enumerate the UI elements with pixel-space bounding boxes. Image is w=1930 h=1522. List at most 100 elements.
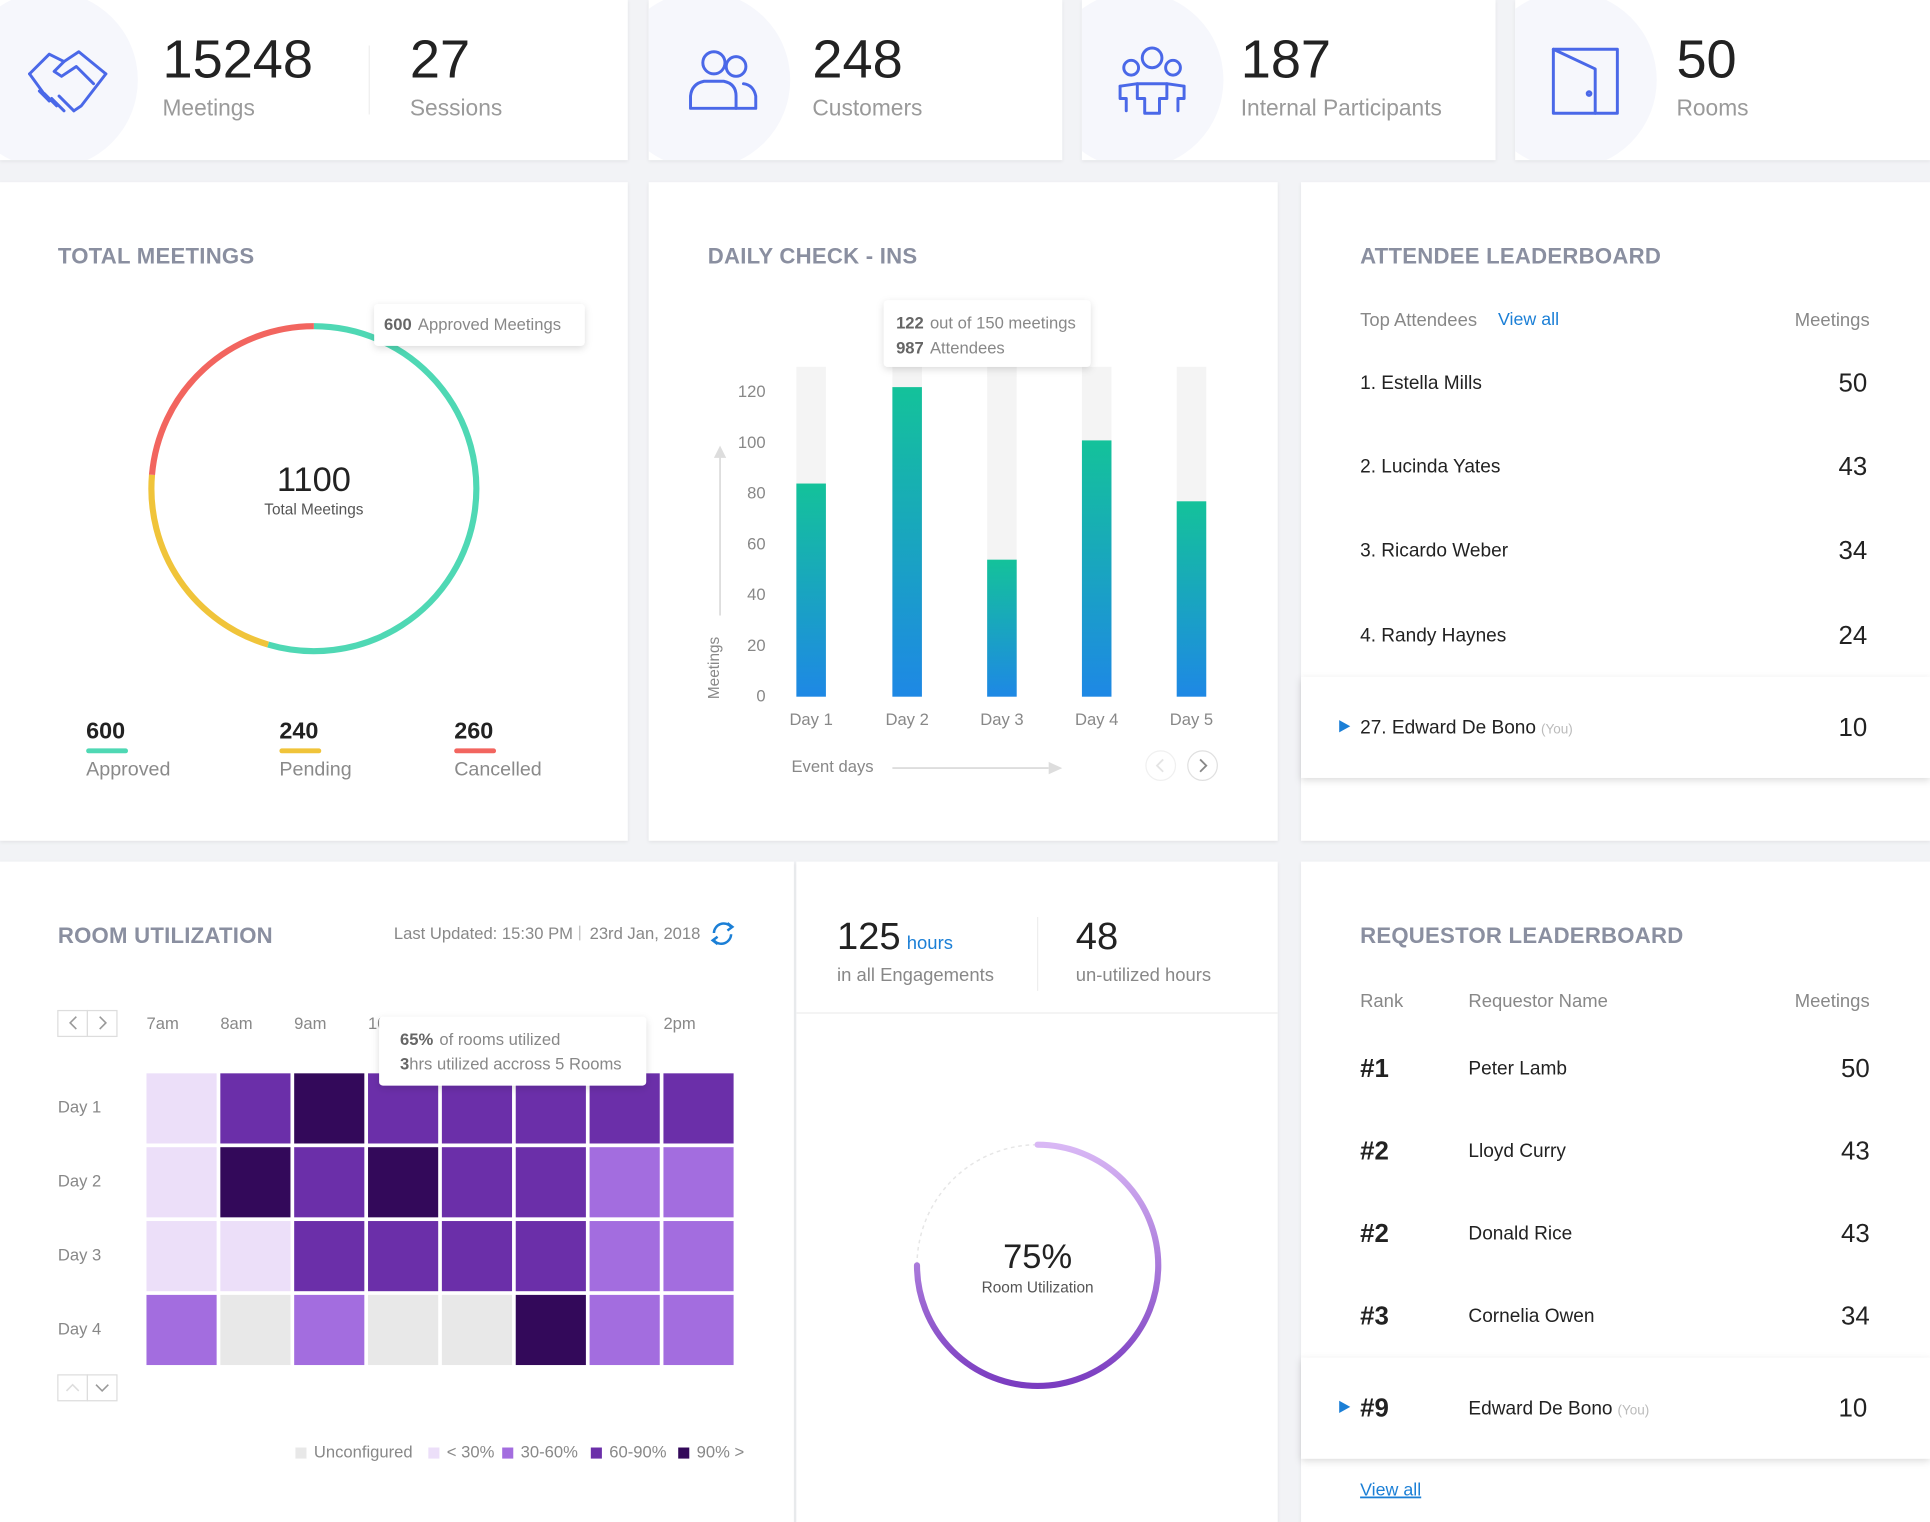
x-tick-label: Day 3: [980, 710, 1023, 729]
legend-value: 600: [86, 718, 125, 744]
y-tick-label: 0: [756, 687, 765, 706]
tooltip-text-part: 65%: [400, 1030, 433, 1049]
legend-label: < 30%: [447, 1442, 495, 1461]
heat-cell: [589, 1147, 660, 1218]
unconfigured-cell: [441, 1294, 513, 1366]
gauge-label: Room Utilization: [982, 1279, 1094, 1296]
requestor-meetings: 43: [1841, 1137, 1870, 1165]
requestor-name: Cornelia Owen: [1468, 1306, 1594, 1327]
stat-value: 187: [1241, 30, 1331, 90]
hours-value-part: hours: [907, 932, 953, 953]
column-header: Requestor Name: [1468, 990, 1608, 1011]
chart-title: DAILY CHECK - INS: [708, 243, 918, 268]
card-title: REQUESTOR LEADERBOARD: [1360, 923, 1683, 948]
gauge-value: 75%: [1003, 1238, 1072, 1276]
attendee-meetings: 43: [1838, 453, 1867, 481]
stat-label: Rooms: [1676, 95, 1748, 121]
view-all[interactable]: View all: [1360, 1480, 1421, 1500]
legend-label: Pending: [279, 758, 351, 780]
rank: #3: [1360, 1302, 1389, 1330]
tooltip-text-part: 122: [896, 314, 924, 333]
tooltip-text: 122 out of 150 meetings: [896, 314, 1076, 333]
prev-button[interactable]: [1145, 750, 1177, 782]
tooltip-text: 987 Attendees: [896, 338, 1005, 357]
you-meetings: 10: [1838, 714, 1867, 742]
icon-backdrop: [1081, 0, 1224, 161]
heatmap-nav[interactable]: [57, 1009, 118, 1402]
attendee-name: 4. Randy Haynes: [1360, 625, 1506, 646]
stat-value: 50: [1676, 30, 1736, 90]
hours-value: 125 hours: [837, 915, 953, 958]
chevron: [1199, 758, 1208, 773]
heat-cell: [515, 1294, 586, 1366]
heat-cell: [663, 1294, 734, 1366]
column-header: Rank: [1360, 990, 1404, 1011]
tooltip-text-part: of rooms utilized: [439, 1030, 560, 1049]
icon-backdrop: [0, 0, 138, 161]
row-label: Day 3: [58, 1245, 101, 1264]
room-icon: [1551, 47, 1619, 115]
y-tick-label: 100: [738, 433, 766, 452]
stat-label: Customers: [812, 95, 922, 121]
attendee-name: 3. Ricardo Weber: [1360, 540, 1509, 561]
bar: [892, 387, 922, 697]
chart-title: ROOM UTILIZATION: [58, 923, 273, 948]
tooltip-text-part: 600: [384, 315, 412, 334]
chart-title: TOTAL MEETINGS: [58, 243, 255, 268]
legend-swatch: [428, 1447, 440, 1459]
attendee-name: 1. Estella Mills: [1360, 373, 1482, 394]
legend-swatch: [86, 748, 129, 754]
tooltip-text-part: Attendees: [930, 338, 1005, 357]
donut-segment: [267, 323, 480, 655]
heat-cell: [663, 1221, 734, 1292]
tooltip-text-part: hrs utilized accross 5 Rooms: [409, 1055, 621, 1074]
requestor-name: Donald Rice: [1468, 1223, 1572, 1244]
bar: [796, 483, 826, 697]
heat-cell: [220, 1147, 291, 1218]
heat-cell: [146, 1221, 217, 1292]
tooltip-text-part: 3: [400, 1055, 409, 1074]
heat-cell: [294, 1147, 365, 1218]
total-meetings-card: [0, 182, 628, 841]
rank: #9: [1360, 1395, 1389, 1423]
stat-label: Meetings: [162, 95, 254, 121]
requestor-name: Lloyd Curry: [1468, 1141, 1566, 1162]
requestor-meetings: 34: [1841, 1302, 1870, 1330]
unutilized-label: un-utilized hours: [1076, 964, 1211, 985]
subtitle: Top Attendees: [1360, 309, 1477, 330]
row-label: Day 4: [58, 1319, 101, 1338]
legend-label: Cancelled: [454, 758, 542, 780]
legend-label: 30-60%: [521, 1442, 578, 1461]
tooltip: [379, 1016, 647, 1086]
x-tick-label: Day 1: [789, 710, 832, 729]
requestor-name: Peter Lamb: [1468, 1059, 1567, 1080]
rank: #1: [1360, 1055, 1389, 1083]
legend-swatch: [454, 748, 497, 754]
daily-checkins-card: [648, 182, 1278, 841]
tooltip-text: 3hrs utilized accross 5 Rooms: [400, 1055, 622, 1074]
tooltip: [374, 304, 585, 346]
tooltip-text: 600 Approved Meetings: [384, 315, 561, 334]
view-all[interactable]: View all: [1498, 309, 1559, 329]
legend-swatch: [502, 1447, 514, 1459]
requestor-meetings: 50: [1841, 1055, 1870, 1083]
next-button[interactable]: [1187, 750, 1218, 782]
attendee-meetings: 50: [1838, 369, 1867, 397]
rank: #2: [1360, 1137, 1389, 1165]
row-marker: [1339, 720, 1351, 733]
you-name-part: (You): [1541, 722, 1573, 737]
you-name-part: Edward De Bono: [1468, 1398, 1612, 1419]
you-name-part: (You): [1617, 1402, 1649, 1417]
refresh-icon[interactable]: [710, 922, 735, 946]
column-label: 9am: [294, 1014, 326, 1033]
handshake-icon: [28, 50, 108, 113]
y-tick-label: 40: [747, 585, 765, 604]
center-value: 1100: [277, 461, 351, 499]
y-tick-label: 120: [738, 382, 766, 401]
legend-value: 260: [454, 718, 493, 744]
x-axis-label: Event days: [791, 757, 873, 776]
column-label: 7am: [146, 1014, 178, 1033]
heat-cell: [146, 1147, 217, 1218]
donut-segment: [148, 323, 314, 476]
tooltip-text: 65% of rooms utilized: [400, 1030, 560, 1049]
